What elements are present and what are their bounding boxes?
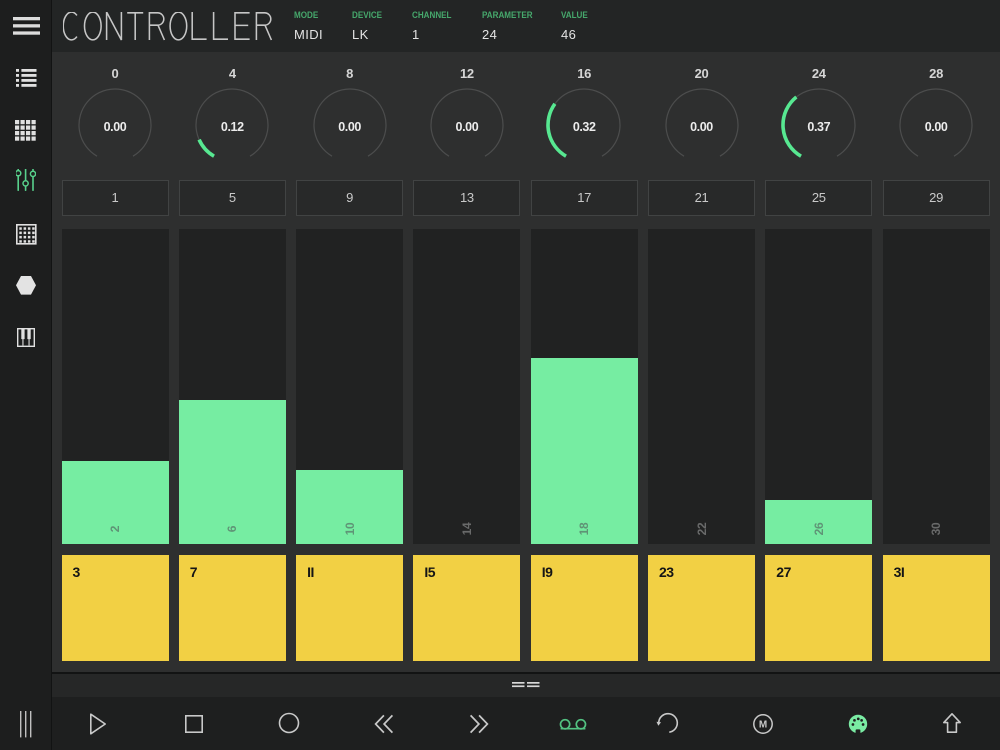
svg-text:M: M (758, 719, 766, 730)
